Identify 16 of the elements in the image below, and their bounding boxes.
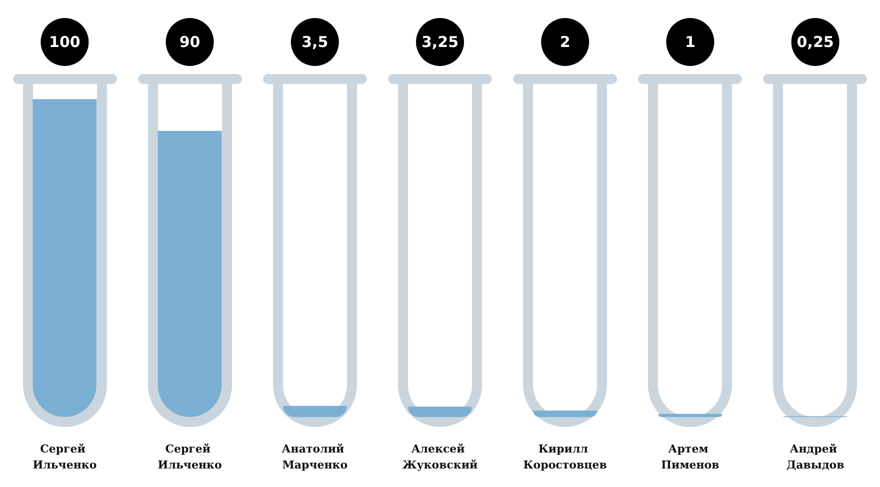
data-label: 90 [179, 33, 200, 51]
data-label: 100 [49, 33, 80, 51]
x-tick-label: Алексей Жуковский [402, 442, 478, 472]
x-tick-label: Артем Пименов [661, 442, 720, 472]
data-label: 3,25 [421, 33, 459, 51]
data-label: 1 [684, 33, 696, 51]
bar [658, 414, 722, 417]
x-tick-label: Анатолий Марченко [282, 442, 348, 472]
bar [533, 410, 598, 417]
data-label: 2 [560, 33, 570, 51]
x-tick-label: Андрей Давыдов [786, 442, 845, 472]
x-tick-label: Сергей Ильченко [158, 442, 222, 472]
x-tick-label: Сергей Ильченко [32, 442, 97, 472]
data-label: 3,5 [302, 33, 328, 51]
x-tick-label: Кирилл Коростовцев [523, 442, 608, 472]
data-label: 0,25 [796, 33, 834, 51]
